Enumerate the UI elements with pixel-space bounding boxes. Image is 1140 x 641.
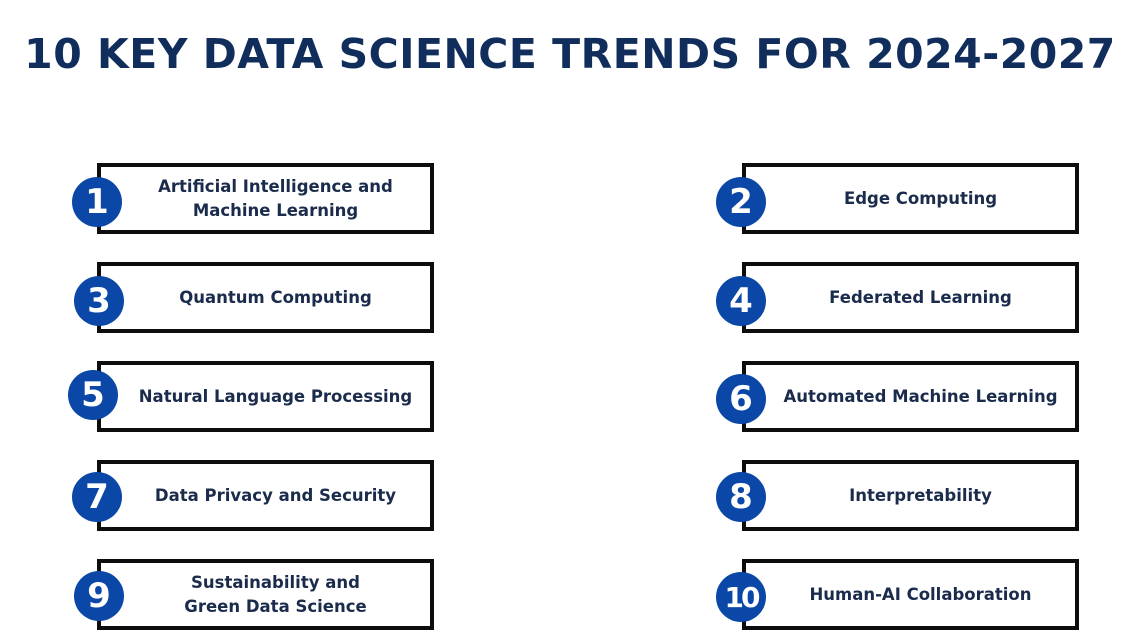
trend-card-9: Sustainability and Green Data Science	[97, 559, 434, 630]
trend-label: Quantum Computing	[179, 287, 372, 307]
number-badge-6: 6	[716, 374, 766, 424]
trend-card-6: Automated Machine Learning	[742, 361, 1079, 432]
trend-label: Sustainability and Green Data Science	[184, 572, 367, 616]
trend-card-3: Quantum Computing	[97, 262, 434, 333]
trend-label: Automated Machine Learning	[783, 386, 1058, 406]
number-badge-1: 1	[72, 177, 122, 227]
page-title: 10 KEY DATA SCIENCE TRENDS FOR 2024-2027	[24, 30, 1116, 78]
trend-card-4: Federated Learning	[742, 262, 1079, 333]
number-badge-9: 9	[74, 571, 124, 621]
trend-card-8: Interpretability	[742, 460, 1079, 531]
trend-label: Natural Language Processing	[138, 386, 413, 406]
trend-label: Data Privacy and Security	[154, 485, 397, 505]
number-badge-7: 7	[72, 472, 122, 522]
trend-card-10: Human-AI Collaboration	[742, 559, 1079, 630]
trend-label: Edge Computing	[843, 188, 998, 208]
trend-card-5: Natural Language Processing	[97, 361, 434, 432]
trend-card-7: Data Privacy and Security	[97, 460, 434, 531]
number-badge-10: 10	[716, 572, 766, 622]
number-badge-3: 3	[74, 276, 124, 326]
trend-label: Interpretability	[849, 485, 992, 505]
number-badge-8: 8	[716, 472, 766, 522]
trend-label: Artificial Intelligence and Machine Lear…	[158, 176, 393, 220]
number-badge-4: 4	[716, 276, 766, 326]
trend-label: Human-AI Collaboration	[809, 584, 1032, 604]
trend-card-2: Edge Computing	[742, 163, 1079, 234]
number-badge-5: 5	[68, 370, 118, 420]
number-badge-2: 2	[716, 177, 766, 227]
trend-card-1: Artificial Intelligence and Machine Lear…	[97, 163, 434, 234]
trend-label: Federated Learning	[829, 287, 1012, 307]
